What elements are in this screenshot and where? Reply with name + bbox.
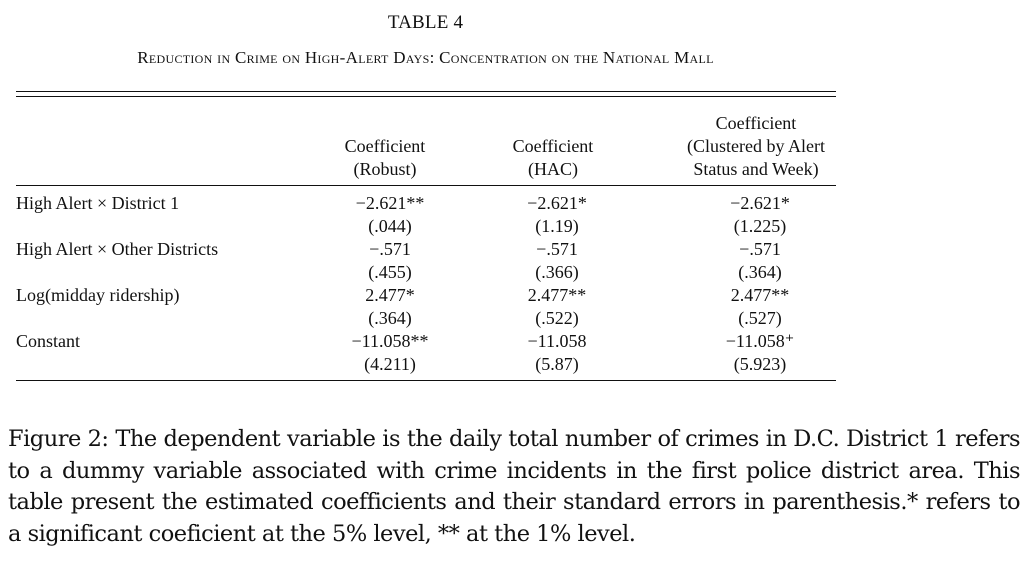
table-cell: (.044)	[368, 216, 412, 236]
table-cell: −2.621**	[355, 193, 425, 213]
column-header-line: Coefficient	[715, 113, 797, 133]
table-cell: (1.225)	[733, 216, 787, 236]
table-cell: (.364)	[368, 308, 412, 328]
table-cell: −2.621*	[730, 193, 790, 213]
column-header-hac: Coefficient (HAC)	[488, 135, 618, 181]
table-cell: (.366)	[535, 262, 579, 282]
figure-caption: Figure 2: The dependent variable is the …	[8, 426, 1021, 547]
table-cell: (5.87)	[535, 354, 579, 374]
row-label: High Alert × District 1	[16, 193, 180, 213]
column-header-clustered: Coefficient (Clustered by Alert Status a…	[656, 112, 856, 181]
table-cell: 2.477**	[730, 285, 790, 305]
column-header-line: (HAC)	[528, 159, 578, 179]
row-label: High Alert × Other Districts	[16, 239, 219, 259]
row-label: Log(midday ridership)	[16, 285, 180, 305]
column-header-line: (Robust)	[353, 159, 417, 179]
column-header-robust: Coefficient (Robust)	[320, 135, 450, 181]
table-cell: −11.058	[527, 331, 587, 351]
table-cell: −.571	[536, 239, 578, 259]
table-cell: −.571	[369, 239, 411, 259]
table-title: TABLE 4	[387, 12, 464, 33]
table-cell: 2.477**	[527, 285, 587, 305]
table-cell: (5.923)	[733, 354, 787, 374]
table-subtitle: Reduction in Crime on High-Alert Days: C…	[137, 48, 714, 67]
column-header-line: Status and Week)	[693, 159, 819, 179]
table-cell: (1.19)	[535, 216, 579, 236]
column-header-line: (Clustered by Alert	[687, 136, 825, 156]
table-cell: (.522)	[535, 308, 579, 328]
table-cell: (.527)	[738, 308, 782, 328]
top-rule-1	[16, 91, 836, 92]
table-cell: 2.477*	[365, 285, 415, 305]
table-cell: (.364)	[738, 262, 782, 282]
column-header-line: Coefficient	[512, 136, 594, 156]
table-cell: (.455)	[368, 262, 412, 282]
table-cell: −2.621*	[527, 193, 587, 213]
row-label: Constant	[16, 331, 81, 351]
table-cell: −.571	[739, 239, 781, 259]
column-header-line: Coefficient	[344, 136, 426, 156]
header-rule	[16, 185, 836, 186]
bottom-rule	[16, 380, 836, 381]
table-cell: −11.058⁺	[725, 331, 795, 351]
table-cell: (4.211)	[364, 354, 416, 374]
table-cell: −11.058**	[351, 331, 429, 351]
top-rule-2	[16, 96, 836, 97]
